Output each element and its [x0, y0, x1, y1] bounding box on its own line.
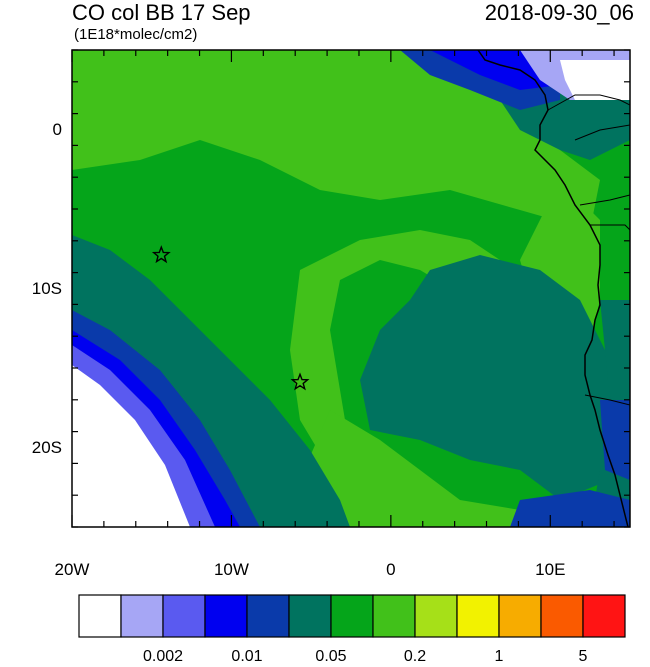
colorbar-box	[78, 594, 122, 638]
plume-light-north	[72, 50, 600, 230]
colorbar-box	[288, 594, 332, 638]
colorbar-box	[414, 594, 458, 638]
colorbar-box	[162, 594, 206, 638]
station-ascension-star-icon	[151, 245, 171, 264]
x-tick-label: 0	[386, 560, 396, 579]
colorbar-label: 1	[494, 648, 504, 665]
teal-southeast	[360, 255, 620, 500]
station-markers	[151, 245, 310, 391]
colorbar-box	[498, 594, 542, 638]
station-st-helena-star-icon	[290, 372, 310, 391]
plot-title: CO col BB 17 Sep	[72, 0, 251, 25]
colorbar-box	[120, 594, 164, 638]
y-tick-label: 0	[52, 119, 62, 139]
colorbar-box	[582, 594, 626, 638]
colorbar-label: 0.01	[231, 648, 263, 665]
x-tick-label: 20W	[54, 560, 90, 579]
colorbar-label: 5	[578, 648, 588, 665]
colorbar-label: 0.2	[403, 648, 427, 665]
colorbar-box	[330, 594, 374, 638]
teal-western-band	[72, 235, 350, 527]
blue-east-lowlat	[600, 400, 630, 480]
colorbar-box	[204, 594, 248, 638]
axis-ticks	[71, 49, 630, 528]
plume-light-lower	[300, 410, 560, 527]
colorbar-label: 0.002	[142, 648, 184, 665]
co-field	[72, 50, 630, 527]
blue-southeast-bottom	[510, 490, 630, 527]
x-tick-label: 10W	[213, 560, 249, 579]
colorbar-box	[540, 594, 584, 638]
colorbar-box	[372, 594, 416, 638]
units-label: (1E18*molec/cm2)	[74, 26, 198, 43]
y-tick-label: 10S	[31, 278, 62, 298]
x-tick-label: 10E	[535, 560, 566, 579]
colorbar-box	[246, 594, 290, 638]
y-tick-label: 20S	[31, 437, 62, 457]
coastline-africa	[477, 50, 629, 527]
country-borders	[547, 94, 630, 406]
white-northeast	[560, 60, 630, 100]
white-southwest-corner	[72, 365, 190, 527]
map-frame	[71, 49, 631, 528]
plume-light-central	[290, 230, 500, 470]
colorbar-label: 0.05	[315, 648, 347, 665]
timestamp-label: 2018-09-30_06	[484, 0, 634, 25]
colorbar-box	[456, 594, 500, 638]
